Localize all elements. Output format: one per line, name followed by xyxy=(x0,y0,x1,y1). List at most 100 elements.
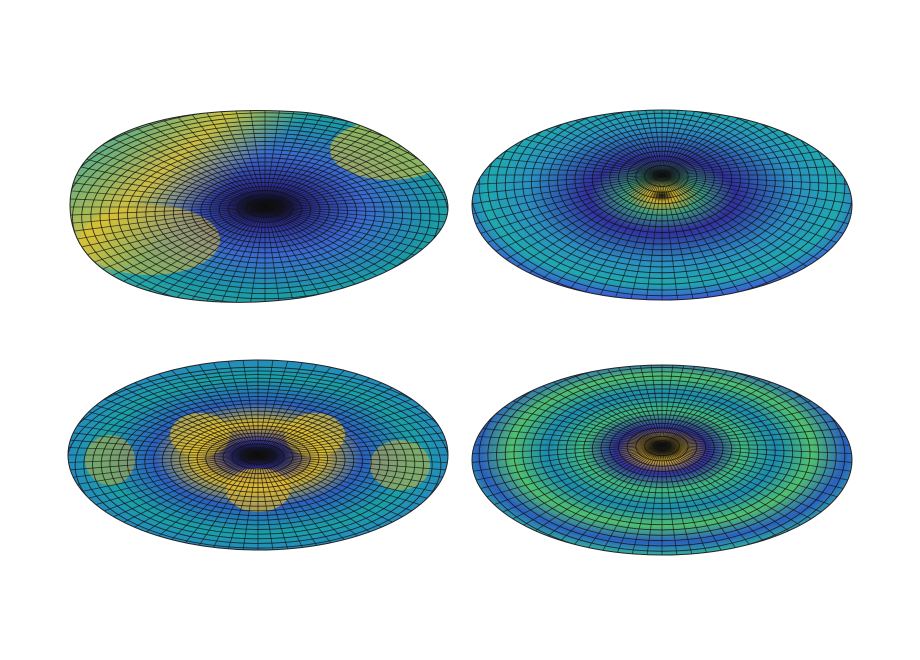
mesh-spoke xyxy=(661,444,852,477)
mesh-spoke xyxy=(661,444,852,515)
mesh-spoke xyxy=(82,124,266,208)
mesh-spoke xyxy=(643,110,663,176)
mesh-spoke xyxy=(661,365,797,446)
mesh-spoke xyxy=(661,444,824,539)
mesh-spoke xyxy=(264,110,303,208)
mesh-spoke xyxy=(264,206,358,303)
mesh-spoke xyxy=(245,110,266,208)
mesh-spoke xyxy=(661,174,766,300)
mesh-spoke xyxy=(661,110,847,176)
mesh-spoke xyxy=(591,365,663,446)
mesh-spoke xyxy=(591,174,663,300)
mesh-spoke xyxy=(661,365,733,446)
surface-mesh xyxy=(472,365,852,555)
mesh-spoke xyxy=(542,174,663,299)
mesh-spoke xyxy=(190,110,266,208)
surface-panel-bottom-left xyxy=(68,360,448,550)
mesh-spoke xyxy=(661,174,699,300)
mesh-spoke xyxy=(472,444,663,487)
surface-panel-top-right xyxy=(472,110,852,300)
mesh-spoke xyxy=(558,444,663,555)
mesh-spoke xyxy=(661,365,750,446)
surface-mesh xyxy=(472,110,852,300)
mesh-spoke xyxy=(472,174,663,241)
mesh-spoke xyxy=(472,444,663,467)
mesh-spoke xyxy=(643,365,663,446)
mesh-spoke xyxy=(574,444,663,555)
mesh-spoke xyxy=(472,174,663,198)
mesh-spoke xyxy=(472,174,663,231)
mesh-spoke xyxy=(70,206,266,228)
mesh-spoke xyxy=(661,110,699,176)
mesh-spoke xyxy=(661,110,836,176)
mesh-spoke xyxy=(264,186,448,208)
mesh-spoke xyxy=(625,174,663,300)
mesh-spoke xyxy=(264,196,448,208)
mesh-spoke xyxy=(574,110,663,176)
mesh-spoke xyxy=(70,206,266,218)
mesh-spoke xyxy=(661,174,836,269)
mesh-spoke xyxy=(513,365,663,446)
mesh-spoke xyxy=(477,444,663,523)
mesh-spoke xyxy=(661,444,836,532)
mesh-spoke xyxy=(661,174,733,300)
mesh-spoke xyxy=(513,174,663,285)
mesh-spoke xyxy=(661,444,852,496)
mesh-spoke xyxy=(264,110,340,208)
mesh-spoke xyxy=(527,174,663,292)
mesh-spoke xyxy=(661,174,852,241)
mesh-spoke xyxy=(661,174,852,198)
mesh-spoke xyxy=(488,174,663,269)
mesh-spoke xyxy=(227,110,266,208)
mesh-spoke xyxy=(661,110,681,176)
surface-outline-bottom-right xyxy=(471,364,853,556)
mesh-spoke xyxy=(661,110,797,176)
mesh-spoke xyxy=(70,186,266,208)
mesh-spoke xyxy=(574,365,663,446)
mesh-spoke xyxy=(661,444,852,467)
mesh-spoke xyxy=(661,174,852,231)
mesh-spoke xyxy=(472,444,663,515)
surface-outline-top-left xyxy=(69,110,449,303)
mesh-spoke xyxy=(472,444,663,496)
mesh-spoke xyxy=(625,110,663,176)
mesh-spoke xyxy=(472,174,663,220)
mesh-spoke xyxy=(513,444,663,546)
mesh-spoke xyxy=(661,444,811,546)
mesh-spoke xyxy=(661,444,782,555)
mesh-spoke xyxy=(264,110,358,208)
mesh-spoke xyxy=(591,444,663,555)
mesh-spoke xyxy=(661,174,782,299)
mesh-spoke xyxy=(264,206,285,303)
mesh-spoke xyxy=(574,174,663,300)
mesh-spoke xyxy=(661,365,681,446)
mesh-spoke xyxy=(264,206,322,303)
mesh-spoke xyxy=(661,365,766,446)
mesh-spoke xyxy=(661,174,750,300)
mesh-spoke xyxy=(172,110,266,208)
surface-panel-bottom-right xyxy=(472,365,852,555)
mesh-spoke xyxy=(488,444,663,532)
mesh-spoke xyxy=(608,110,663,176)
mesh-spoke xyxy=(661,365,716,446)
mesh-spoke xyxy=(500,110,663,176)
mesh-spoke xyxy=(527,444,663,553)
mesh-spoke xyxy=(264,110,322,208)
mesh-spoke xyxy=(264,206,448,218)
mesh-spoke xyxy=(661,174,852,251)
mesh-spoke xyxy=(661,174,847,261)
surface-mesh xyxy=(70,110,448,303)
mesh-spoke xyxy=(608,365,663,446)
mesh-spoke xyxy=(527,365,663,446)
mesh-spoke xyxy=(661,110,811,176)
mesh-spoke xyxy=(208,110,266,208)
mesh-spoke xyxy=(643,174,663,300)
mesh-spoke xyxy=(661,110,716,176)
mesh-spoke xyxy=(661,174,852,220)
mesh-spoke xyxy=(472,174,663,251)
mesh-spoke xyxy=(661,174,716,300)
mesh-spoke xyxy=(472,444,663,506)
mesh-spoke xyxy=(661,365,811,446)
mesh-spoke xyxy=(661,365,782,446)
